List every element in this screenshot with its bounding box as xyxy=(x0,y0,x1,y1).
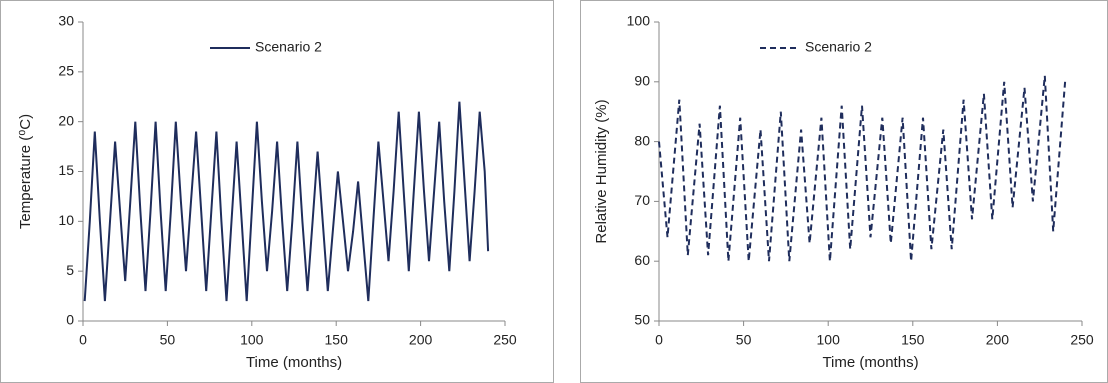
y-tick-label: 60 xyxy=(634,252,650,268)
panel-border xyxy=(580,0,1108,383)
x-tick-label: 0 xyxy=(655,332,663,348)
x-tick-label: 50 xyxy=(160,332,176,348)
x-tick-label: 50 xyxy=(736,332,752,348)
x-axis-label: Time (months) xyxy=(246,354,342,371)
x-tick-label: 200 xyxy=(986,332,1010,348)
x-tick-label: 200 xyxy=(409,332,433,348)
data-line xyxy=(83,101,490,302)
y-tick-label: 20 xyxy=(58,112,74,128)
y-tick-label: 5 xyxy=(66,262,74,278)
x-tick-label: 150 xyxy=(325,332,349,348)
y-tick-label: 50 xyxy=(634,312,650,328)
y-tick-label: 90 xyxy=(634,73,650,89)
x-tick-label: 0 xyxy=(79,332,87,348)
y-tick-label: 30 xyxy=(58,13,74,29)
y-tick-label: 15 xyxy=(58,162,74,178)
y-tick-label: 100 xyxy=(627,13,651,29)
y-tick-label: 70 xyxy=(634,192,650,208)
legend-label: Scenario 2 xyxy=(255,39,322,55)
y-tick-label: 25 xyxy=(58,63,74,79)
x-tick-label: 150 xyxy=(901,332,925,348)
y-axis-label: Relative Humidity (%) xyxy=(593,99,610,243)
x-tick-label: 250 xyxy=(1070,332,1094,348)
y-axis-label: Temperature (⁰C) xyxy=(17,114,34,229)
legend-label: Scenario 2 xyxy=(805,39,872,55)
x-tick-label: 100 xyxy=(817,332,841,348)
y-tick-label: 0 xyxy=(66,312,74,328)
data-line xyxy=(658,75,1067,262)
y-tick-label: 80 xyxy=(634,132,650,148)
x-tick-label: 250 xyxy=(493,332,517,348)
y-tick-label: 10 xyxy=(58,212,74,228)
x-axis-label: Time (months) xyxy=(822,354,918,371)
x-tick-label: 100 xyxy=(240,332,264,348)
